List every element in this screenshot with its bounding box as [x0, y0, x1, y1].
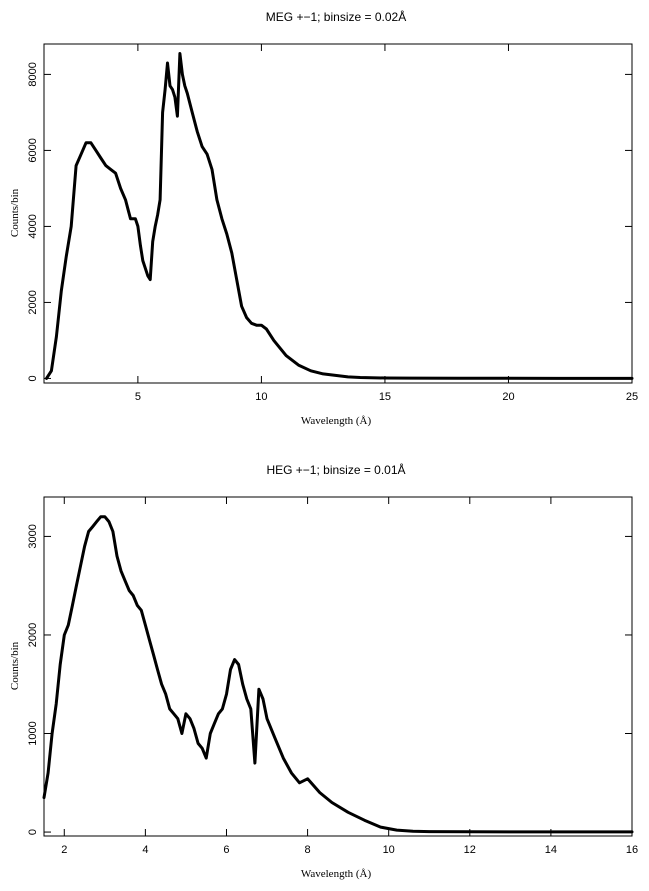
- meg-y-tick-label: 8000: [27, 62, 39, 86]
- heg-x-tick-label: 2: [61, 844, 67, 856]
- heg-y-tick-label: 3000: [27, 524, 39, 548]
- meg-x-tick-label: 25: [626, 391, 638, 403]
- meg-x-tick-label: 15: [379, 391, 391, 403]
- heg-y-tick-label: 0: [27, 829, 39, 835]
- heg-x-axis-label: Wavelength (Å): [301, 868, 372, 880]
- heg-x-tick-label: 4: [142, 844, 148, 856]
- heg-y-tick-label: 2000: [27, 623, 39, 647]
- heg-y-ticks: 0 1000 2000 3000: [27, 524, 632, 835]
- meg-chart: MEG +−1; binsize = 0.02Å Wavelength (Å) …: [9, 9, 638, 427]
- heg-x-tick-label: 8: [305, 844, 311, 856]
- heg-x-tick-label: 6: [223, 844, 229, 856]
- meg-x-ticks: 5 10 15 20 25: [135, 44, 638, 403]
- heg-x-tick-label: 14: [545, 844, 557, 856]
- meg-y-ticks: 0 2000 4000 6000 8000: [27, 62, 632, 382]
- meg-plot-frame: [43, 43, 633, 384]
- meg-spectrum-line: [45, 52, 634, 380]
- heg-spectrum-line: [42, 515, 634, 834]
- heg-y-axis-label: Counts/bin: [9, 641, 21, 690]
- meg-x-axis-label: Wavelength (Å): [301, 415, 372, 427]
- meg-chart-title: MEG +−1; binsize = 0.02Å: [266, 9, 406, 24]
- meg-y-tick-label: 4000: [27, 214, 39, 238]
- heg-plot-frame: [43, 496, 633, 837]
- heg-chart: HEG +−1; binsize = 0.01Å Wavelength (Å) …: [9, 462, 638, 880]
- meg-x-tick-label: 20: [502, 391, 514, 403]
- meg-y-tick-label: 6000: [27, 138, 39, 162]
- heg-x-ticks: 2 4 6 8 10 12 14 16: [61, 497, 638, 856]
- heg-x-tick-label: 12: [464, 844, 476, 856]
- heg-x-tick-label: 10: [383, 844, 395, 856]
- heg-y-tick-label: 1000: [27, 721, 39, 745]
- meg-x-tick-label: 10: [255, 391, 267, 403]
- meg-y-tick-label: 2000: [27, 290, 39, 314]
- meg-x-tick-label: 5: [135, 391, 141, 403]
- meg-y-tick-label: 0: [27, 375, 39, 381]
- heg-chart-title: HEG +−1; binsize = 0.01Å: [266, 462, 405, 477]
- heg-x-tick-label: 16: [626, 844, 638, 856]
- meg-y-axis-label: Counts/bin: [9, 188, 21, 237]
